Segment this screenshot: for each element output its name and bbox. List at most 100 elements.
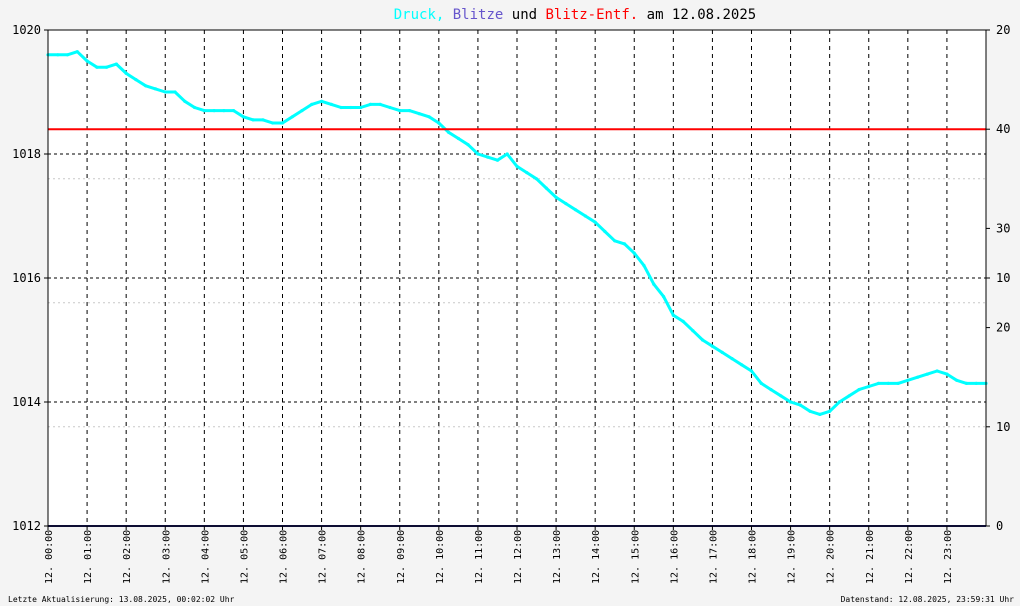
pressure-point xyxy=(964,381,969,385)
y-tick-label: 1014 xyxy=(12,395,41,409)
footer-last-update: Letzte Aktualisierung: 13.08.2025, 00:02… xyxy=(8,595,235,604)
pressure-point xyxy=(212,109,216,113)
pressure-point xyxy=(701,338,705,342)
pressure-point xyxy=(437,121,441,125)
pressure-point xyxy=(114,62,118,66)
y-right-tick-label: 10 xyxy=(996,271,1010,285)
pressure-point xyxy=(554,195,558,199)
pressure-point xyxy=(202,109,206,113)
pressure-point xyxy=(232,109,236,113)
pressure-point xyxy=(769,388,773,392)
pressure-point xyxy=(183,99,187,103)
pressure-point xyxy=(222,109,226,113)
y-tick-label: 1016 xyxy=(12,271,41,285)
pressure-point xyxy=(779,394,783,398)
x-tick-label: 12. 14:00 xyxy=(591,530,602,584)
pressure-point xyxy=(925,372,930,376)
pressure-point xyxy=(749,369,754,373)
pressure-point xyxy=(720,350,724,354)
grid xyxy=(48,30,986,526)
title-part: Blitz-Entf. xyxy=(537,7,638,23)
pressure-point xyxy=(525,171,529,175)
footer-data-status: Datenstand: 12.08.2025, 23:59:31 Uhr xyxy=(841,595,1015,604)
pressure-point xyxy=(124,71,128,75)
pressure-point xyxy=(241,115,245,119)
pressure-point xyxy=(75,50,79,54)
pressure-point xyxy=(486,155,490,159)
pressure-point xyxy=(671,313,675,317)
pressure-point xyxy=(447,130,451,134)
pressure-point xyxy=(251,118,255,122)
y-axis-right: 20 40 30 10 20 10 0 xyxy=(986,23,1010,533)
y-right-tick-label: 40 xyxy=(996,122,1010,136)
y-tick-label: 1020 xyxy=(12,23,41,37)
pressure-point xyxy=(691,329,695,333)
pressure-point xyxy=(144,84,148,88)
x-tick-label: 12. 20:00 xyxy=(826,530,837,584)
pressure-point xyxy=(847,394,851,398)
pressure-point xyxy=(740,363,744,367)
series-group xyxy=(46,50,988,416)
pressure-point xyxy=(544,186,548,190)
x-tick-label: 12. 00:00 xyxy=(44,530,55,584)
pressure-point xyxy=(388,105,392,110)
pressure-point xyxy=(163,90,167,94)
pressure-point xyxy=(759,381,763,385)
x-tick-label: 12. 16:00 xyxy=(669,530,680,584)
x-tick-label: 12. 08:00 xyxy=(357,530,368,584)
x-tick-label: 12. 13:00 xyxy=(552,530,563,584)
pressure-point xyxy=(339,105,343,110)
pressure-point xyxy=(603,229,607,234)
pressure-point xyxy=(407,109,412,113)
pressure-point xyxy=(613,239,617,243)
pressure-point xyxy=(662,295,666,299)
pressure-point xyxy=(271,121,275,125)
pressure-point xyxy=(320,99,324,103)
pressure-point xyxy=(476,152,480,156)
pressure-point xyxy=(466,143,470,147)
pressure-point xyxy=(837,400,842,404)
pressure-point xyxy=(368,102,372,106)
x-tick-label: 12. 02:00 xyxy=(122,530,133,584)
pressure-point xyxy=(427,115,431,119)
x-tick-label: 12. 03:00 xyxy=(161,530,172,584)
pressure-point xyxy=(349,105,353,110)
pressure-point xyxy=(378,102,382,106)
y-axis-left: 1012 1014 1016 1018 1020 xyxy=(12,23,48,533)
pressure-point xyxy=(906,378,910,382)
title-part: und xyxy=(503,7,537,23)
pressure-point xyxy=(681,319,685,323)
pressure-point xyxy=(593,220,597,224)
chart-title: Druck, Blitze und Blitz-Entf. am 12.08.2… xyxy=(394,7,756,23)
x-tick-label: 12. 05:00 xyxy=(239,530,250,584)
pressure-point xyxy=(153,87,158,91)
y-right-tick-label: 20 xyxy=(996,23,1010,37)
y-tick-label: 1018 xyxy=(12,147,41,161)
pressure-point xyxy=(583,214,588,218)
x-tick-label: 12. 12:00 xyxy=(513,530,524,584)
y-right-tick-label: 20 xyxy=(996,321,1010,335)
pressure-point xyxy=(534,177,539,181)
pressure-point xyxy=(193,105,197,110)
x-tick-label: 12. 19:00 xyxy=(787,530,798,584)
pressure-point xyxy=(515,164,519,168)
title-part: Blitze xyxy=(444,7,503,23)
x-tick-label: 12. 11:00 xyxy=(474,530,485,584)
pressure-point xyxy=(632,251,636,255)
x-tick-label: 12. 06:00 xyxy=(279,530,290,584)
pressure-point xyxy=(876,381,881,385)
pressure-point xyxy=(857,388,861,392)
pressure-point xyxy=(935,369,939,373)
x-tick-label: 12. 23:00 xyxy=(943,530,954,584)
pressure-point xyxy=(710,344,715,348)
pressure-point xyxy=(867,384,871,389)
x-tick-label: 12. 04:00 xyxy=(200,530,211,584)
pressure-point xyxy=(456,136,460,141)
pressure-point xyxy=(974,381,978,385)
pressure-point xyxy=(886,381,890,385)
pressure-point xyxy=(789,400,793,404)
pressure-point xyxy=(495,158,500,162)
pressure-point xyxy=(916,375,920,379)
pressure-point xyxy=(574,208,578,212)
